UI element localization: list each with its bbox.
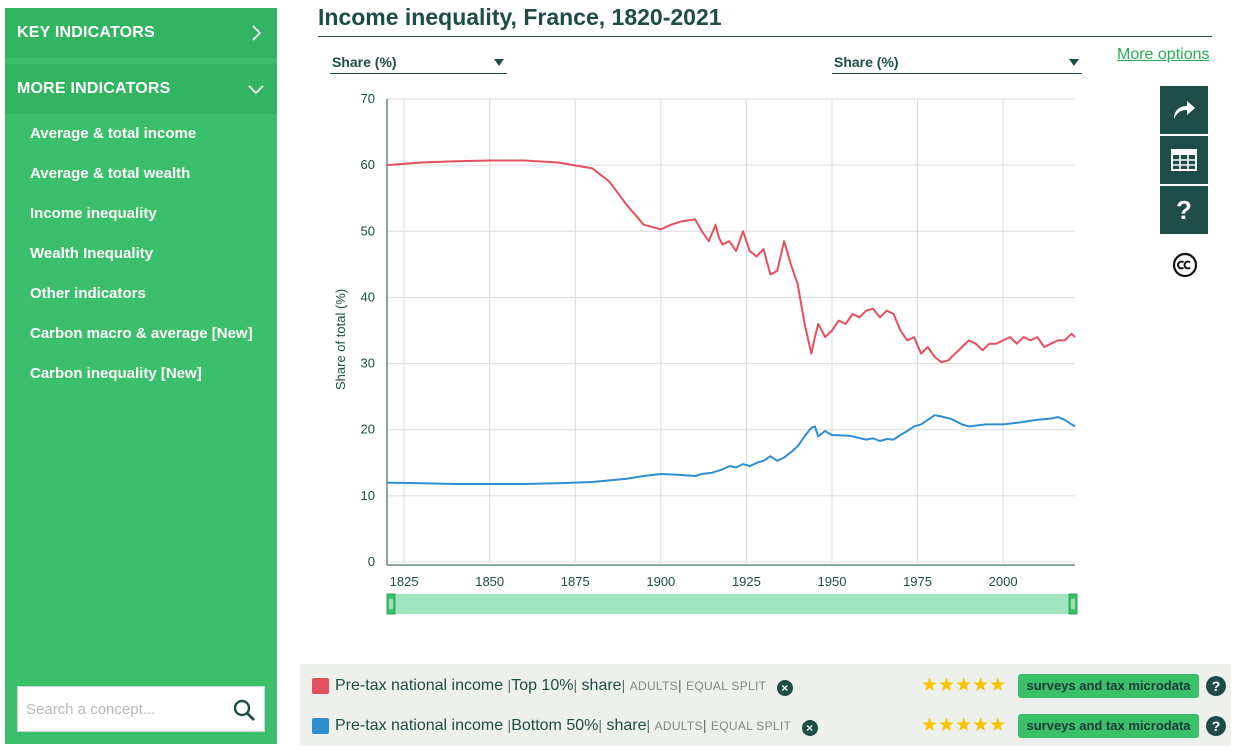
sidebar-item-other-indicators[interactable]: Other indicators [30,285,146,302]
range-slider-track [387,594,1077,614]
y-tick-label: 30 [361,356,375,371]
line-chart: 0 10 20 30 40 50 60 70 1825 1850 1875 1900 1925 1950 1… [361,91,1078,615]
remove-series-icon[interactable]: × [801,720,818,736]
source-help-icon[interactable]: ? [1206,676,1226,696]
sidebar-item-average-total-wealth[interactable]: Average & total wealth [30,165,191,182]
legend-group[interactable]: Bottom 50% [511,717,599,734]
y-tick-label: 0 [368,554,375,569]
more-indicators-label: MORE INDICATORS [17,80,171,97]
range-handle-right[interactable] [1068,593,1078,615]
legend-row: Pre-tax national income |Top 10%| share|… [300,666,1231,706]
y-tick-label: 50 [361,223,375,238]
series-color-swatch [312,718,329,734]
search-icon[interactable] [232,698,256,722]
share-arrow-icon [1174,101,1195,119]
x-tick-label: 1900 [646,574,675,589]
key-indicators-header[interactable]: KEY INDICATORS [5,8,277,58]
x-tick-label: 1950 [818,574,847,589]
legend-panel: Pre-tax national income |Top 10%| share|… [300,664,1231,746]
remove-series-icon[interactable]: × [776,680,793,696]
sidebar-item-average-total-income[interactable]: Average & total income [30,125,197,142]
right-axis-select[interactable]: Share (%) [832,50,1082,74]
legend-variable[interactable]: share [606,717,647,734]
x-tick-label: 1975 [903,574,932,589]
source-badge[interactable]: surveys and tax microdata [1018,714,1199,738]
series-line [386,414,1076,485]
legend-variable[interactable]: share [581,677,622,694]
quality-stars: ★★★★★ [921,675,1007,696]
left-axis-select-value: Share (%) [332,54,397,70]
x-tick-label: 2000 [989,574,1018,589]
x-tick-label: 1875 [561,574,590,589]
x-tick-label: 1850 [475,574,504,589]
help-button[interactable]: ? [1160,186,1208,234]
more-options-link[interactable]: More options [1117,46,1210,63]
sidebar-item-wealth-inequality[interactable]: Wealth Inequality [30,245,154,262]
legend-population: ADULTS [654,719,703,733]
legend-row: Pre-tax national income |Bottom 50%| sha… [300,706,1231,746]
quality-stars: ★★★★★ [921,715,1007,736]
legend-concept[interactable]: Pre-tax national income [335,717,504,734]
series-color-swatch [312,678,329,694]
right-axis-select-value: Share (%) [834,54,899,70]
legend-unit: EQUAL SPLIT [686,679,767,693]
sidebar-item-carbon-macro[interactable]: Carbon macro & average [New] [30,325,253,342]
source-help-icon[interactable]: ? [1206,716,1226,736]
left-axis-select[interactable]: Share (%) [330,50,507,74]
sidebar: KEY INDICATORS MORE INDICATORS Average &… [5,8,277,744]
legend-text: Pre-tax national income |Bottom 50%| sha… [335,717,818,736]
search-box [17,686,265,732]
sidebar-item-income-inequality[interactable]: Income inequality [30,205,157,222]
legend-unit: EQUAL SPLIT [710,719,792,733]
sidebar-item-carbon-inequality[interactable]: Carbon inequality [New] [30,365,202,382]
dropdown-arrow-icon [1069,59,1079,66]
more-indicators-header[interactable]: MORE INDICATORS [5,64,277,114]
legend-text: Pre-tax national income |Top 10%| share|… [335,677,793,696]
x-tick-label: 1925 [732,574,761,589]
creative-commons-icon[interactable] [1172,252,1198,278]
share-button[interactable] [1160,86,1208,134]
legend-concept[interactable]: Pre-tax national income [335,677,504,694]
x-tick-label: 1825 [390,574,419,589]
legend-group[interactable]: Top 10% [511,677,574,694]
y-tick-label: 60 [361,157,375,172]
range-handle-left[interactable] [386,593,396,615]
y-tick-label: 20 [361,422,375,437]
indicator-list: Average & total income Average & total w… [30,124,253,404]
y-tick-label: 40 [361,289,375,304]
y-tick-label: 10 [361,488,375,503]
title-divider [318,36,1212,37]
search-input[interactable] [18,689,223,729]
page-title: Income inequality, France, 1820-2021 [318,4,722,30]
chevron-right-icon [252,25,262,41]
y-axis-label: Share of total (%) [333,288,348,390]
series-line [386,159,1076,364]
legend-population: ADULTS [629,679,678,693]
data-table-button[interactable] [1160,136,1208,184]
key-indicators-label: KEY INDICATORS [17,24,155,41]
dropdown-arrow-icon [494,59,504,66]
chevron-down-icon [248,85,264,95]
table-icon [1171,149,1197,171]
source-badge[interactable]: surveys and tax microdata [1018,674,1199,698]
y-tick-label: 70 [361,91,375,106]
